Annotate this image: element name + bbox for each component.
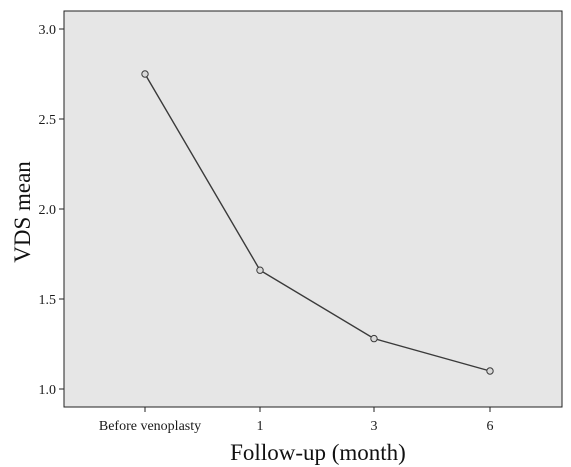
y-tick-label: 3.0 — [39, 23, 57, 38]
series-group — [141, 70, 494, 375]
x-tick-label: 6 — [487, 419, 494, 434]
x-axis-title: Follow-up (month) — [230, 440, 406, 465]
y-axis: 1.0 1.5 2.0 2.5 3.0 — [39, 23, 64, 398]
data-point — [141, 70, 149, 78]
data-point — [370, 334, 378, 343]
y-tick-label: 2.0 — [39, 203, 57, 218]
y-tick-label: 2.5 — [39, 113, 57, 128]
y-tick-label: 1.0 — [39, 383, 57, 398]
x-tick-label: 1 — [257, 419, 264, 434]
data-point — [486, 367, 494, 375]
x-tick-label: 3 — [371, 419, 378, 434]
y-axis-title: VDS mean — [10, 161, 35, 263]
plot-area — [63, 10, 563, 408]
x-axis: Before venoplasty 1 3 6 — [99, 407, 494, 434]
x-tick-label: Before venoplasty — [99, 419, 201, 434]
y-tick-label: 1.5 — [39, 293, 57, 308]
data-point — [256, 266, 264, 274]
series-line — [144, 73, 491, 372]
